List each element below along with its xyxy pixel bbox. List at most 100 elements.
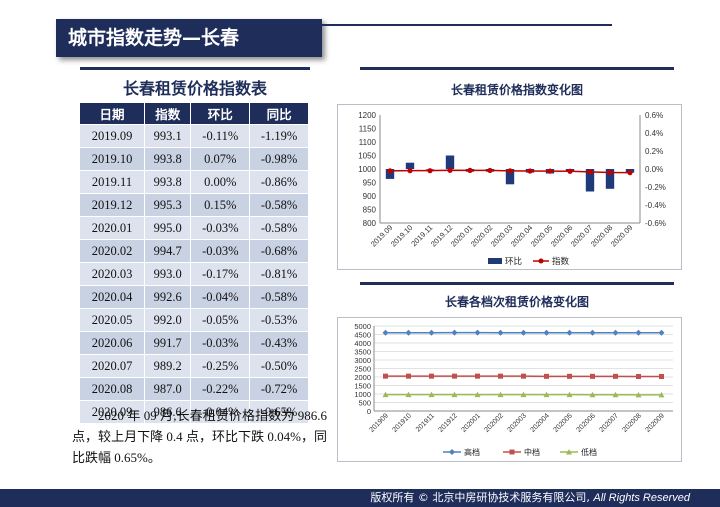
cell-mom: -0.04% [190, 285, 251, 309]
y-right-tick-label: -0.4% [645, 201, 666, 210]
index-point [447, 167, 453, 173]
x-tick-label: 202006 [575, 412, 597, 434]
summary-note: 2020 年 09 月,长春租赁价格指数为 986.6 点，较上月下降 0.4 … [72, 408, 327, 465]
y-tick-label: 2500 [354, 365, 371, 374]
legend-index-label: 指数 [552, 256, 570, 266]
series-point-2 [520, 391, 527, 398]
x-tick-label: 2019.10 [389, 223, 415, 249]
y-tick-label: 3000 [354, 356, 371, 365]
y-right-tick-label: 0.2% [645, 147, 663, 156]
series-point-1 [544, 373, 549, 379]
y-tick-label: 4500 [354, 331, 371, 340]
y-right-tick-label: 0.0% [645, 165, 663, 174]
cell-index: 993.8 [144, 147, 192, 171]
y-left-tick-label: 950 [363, 179, 377, 188]
series-point-1 [498, 373, 503, 379]
cell-index: 994.7 [144, 239, 192, 263]
page-title: 城市指数走势—长春 [56, 19, 322, 57]
index-point [547, 168, 553, 174]
table-row: 2020.04 992.6 -0.04% -0.58% [78, 285, 309, 309]
x-tick-label: 202001 [460, 412, 482, 434]
y-left-tick-label: 1100 [359, 138, 377, 147]
mom-bar [405, 162, 415, 169]
series-point-2 [497, 391, 504, 398]
y-tick-label: 500 [358, 399, 371, 408]
cell-index: 991.7 [144, 331, 192, 355]
table-row: 2020.03 993.0 -0.17% -0.81% [78, 262, 309, 286]
mom-bar [505, 169, 515, 185]
y-left-tick-label: 1150 [359, 125, 377, 134]
series-point-0 [405, 329, 412, 336]
y-left-tick-label: 800 [363, 219, 377, 228]
index-point [427, 168, 433, 174]
x-tick-label: 2020.09 [609, 223, 635, 249]
legend-mom-swatch [488, 258, 502, 264]
series-point-1 [383, 373, 388, 379]
title-rule [322, 24, 612, 26]
mom-bar [385, 169, 395, 179]
index-change-chart: 800 850 900 950 1000 1050 1100 1150 1200 -0.6% -0.… [358, 111, 666, 266]
series-point-2 [566, 391, 573, 398]
cell-index: 995.3 [144, 193, 192, 217]
cell-mom: -0.22% [190, 377, 251, 401]
x-tick-label: 202008 [621, 412, 643, 434]
series-point-0 [474, 329, 481, 336]
cell-yoy: -0.58% [249, 193, 309, 217]
cell-date: 2019.12 [78, 193, 146, 217]
series-point-1 [636, 373, 641, 379]
series-point-0 [543, 329, 550, 336]
table-top-rule [80, 67, 310, 70]
legend-label-0: 高档 [464, 447, 480, 457]
cell-mom: -0.17% [190, 262, 251, 286]
y-right-tick-label: -0.2% [645, 183, 666, 192]
cell-index: 993.0 [144, 262, 192, 286]
y-left-tick-label: 1200 [358, 111, 376, 120]
series-point-0 [566, 329, 573, 336]
x-tick-label: 201910 [391, 412, 413, 434]
cell-yoy: -0.65% [249, 400, 309, 424]
cell-index: 986.6 [144, 400, 192, 424]
cell-date: 2020.04 [78, 285, 146, 309]
cell-mom: -0.03% [190, 216, 251, 240]
cell-date: 2019.11 [78, 170, 146, 194]
table-header-row: 日期 指数 环比 同比 [78, 102, 309, 125]
series-point-2 [635, 391, 642, 398]
x-tick-label: 201911 [415, 412, 436, 433]
cell-index: 993.8 [144, 170, 192, 194]
legend-marker-0 [449, 449, 455, 455]
cell-yoy: -0.81% [249, 262, 309, 286]
legend-label-1: 中档 [524, 447, 540, 457]
series-point-2 [451, 391, 458, 398]
chart2-box: 0 500 1000 1500 2000 2500 3000 3500 4000 4500 5000… [337, 317, 682, 462]
x-tick-label: 201909 [368, 412, 390, 434]
table-row: 2020.09 986.6 -0.04% -0.65% [78, 400, 309, 424]
series-point-2 [589, 391, 596, 398]
series-point-0 [497, 329, 504, 336]
cell-date: 2020.08 [78, 377, 146, 401]
cell-mom: -0.11% [190, 124, 251, 148]
series-point-2 [543, 391, 550, 398]
col-index-header: 指数 [144, 102, 192, 125]
cell-date: 2019.10 [78, 147, 146, 171]
series-point-1 [406, 373, 411, 379]
cell-yoy: -0.72% [249, 377, 309, 401]
footer-rights: All Rights Reserved [593, 492, 690, 504]
y-left-tick-label: 1050 [358, 152, 376, 161]
cell-yoy: -0.98% [249, 147, 309, 171]
y-tick-label: 5000 [354, 322, 371, 331]
chart1-title: 长春租赁价格指数变化图 [450, 83, 583, 97]
col-date-header: 日期 [78, 102, 146, 125]
y-tick-label: 4000 [354, 339, 371, 348]
cell-yoy: -0.43% [249, 331, 309, 355]
index-point [587, 169, 593, 175]
legend-label-2: 低档 [581, 447, 597, 457]
table-row: 2020.08 987.0 -0.22% -0.72% [78, 377, 309, 401]
series-point-1 [452, 373, 457, 379]
series-point-0 [658, 329, 665, 336]
x-tick-label: 202002 [483, 412, 505, 434]
series-point-2 [474, 391, 481, 398]
cell-date: 2020.05 [78, 308, 146, 332]
table-row: 2020.06 991.7 -0.03% -0.43% [78, 331, 309, 355]
y-tick-label: 0 [367, 407, 371, 416]
mom-bar [445, 155, 455, 169]
